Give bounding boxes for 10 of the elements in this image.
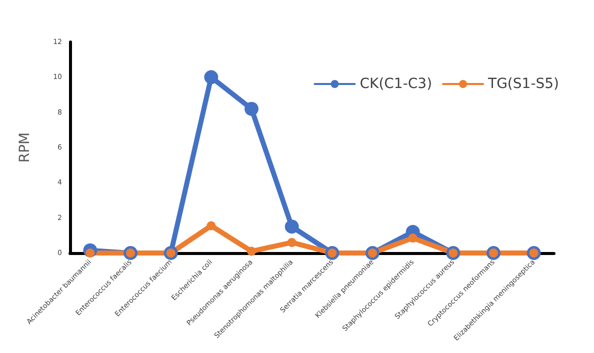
point (244, 102, 258, 116)
point (206, 221, 216, 230)
point (408, 234, 418, 243)
legend-label: CK(C1-C3) (360, 76, 432, 92)
point (247, 246, 256, 256)
legend-label: TG(S1-S5) (487, 76, 560, 92)
y-axis-title: RPM (17, 132, 33, 163)
point (204, 70, 218, 84)
point (287, 238, 296, 247)
point (284, 220, 299, 234)
